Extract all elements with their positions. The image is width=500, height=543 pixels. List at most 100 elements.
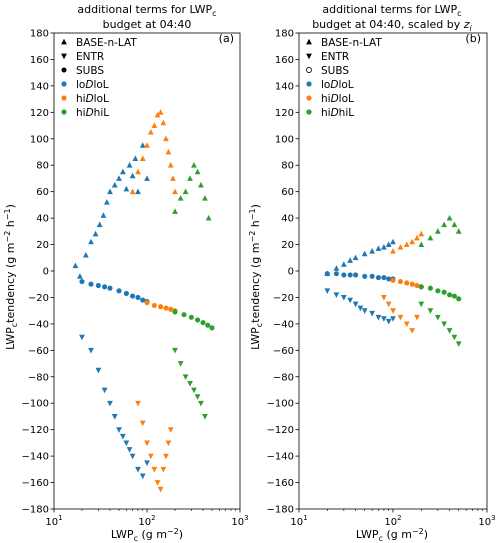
legend-label: BASE-n-LAT xyxy=(321,37,382,49)
y-tick-label: −180 xyxy=(22,505,49,516)
data-point xyxy=(151,466,158,473)
panel-label: (a) xyxy=(219,32,234,45)
data-point xyxy=(390,308,396,314)
data-point xyxy=(163,305,169,311)
data-point xyxy=(92,230,99,237)
y-tick-label: 180 xyxy=(30,29,49,40)
data-point xyxy=(168,306,174,312)
data-point xyxy=(455,228,462,234)
data-point xyxy=(135,294,141,301)
data-point xyxy=(362,273,368,279)
data-point xyxy=(188,314,194,320)
data-point xyxy=(414,314,420,321)
data-points xyxy=(72,109,215,493)
y-tick-label: 40 xyxy=(281,214,294,225)
data-point xyxy=(102,284,108,290)
data-point xyxy=(123,290,129,297)
data-point xyxy=(361,308,368,314)
legend-label: hiDloL xyxy=(321,93,354,105)
legend-marker xyxy=(61,81,67,87)
data-point xyxy=(441,289,447,295)
data-point xyxy=(397,279,404,285)
legend-marker xyxy=(306,95,312,101)
data-point xyxy=(347,297,354,304)
data-point xyxy=(82,251,89,258)
legend: BASE-n-LAT ENTR SUBS loDloL hiDloL hiDhiL xyxy=(306,37,382,119)
data-point xyxy=(165,440,172,447)
data-point xyxy=(369,310,376,317)
data-point xyxy=(119,168,126,175)
data-point xyxy=(390,277,396,283)
data-point xyxy=(403,321,410,328)
data-point xyxy=(441,321,448,328)
y-tick-label: −60 xyxy=(273,346,294,357)
data-point xyxy=(414,234,420,241)
y-tick-label: 80 xyxy=(36,161,49,172)
y-tick-label: −20 xyxy=(28,293,49,304)
data-point xyxy=(100,212,107,218)
data-point xyxy=(177,195,184,201)
y-tick-label: −180 xyxy=(267,505,294,516)
data-point xyxy=(172,208,178,214)
legend-label: hiDhiL xyxy=(321,107,354,119)
data-point xyxy=(88,347,94,354)
data-point xyxy=(434,314,441,321)
data-point xyxy=(324,271,330,277)
data-point xyxy=(144,460,150,466)
data-point xyxy=(160,119,167,126)
data-point xyxy=(451,293,457,299)
data-point xyxy=(187,175,193,181)
data-point xyxy=(397,244,404,250)
data-point xyxy=(340,261,347,267)
data-point xyxy=(139,142,146,148)
data-point xyxy=(151,302,157,308)
data-point xyxy=(182,374,189,380)
x-tick-label: 102 xyxy=(138,514,155,528)
data-point xyxy=(170,175,176,181)
data-point xyxy=(194,168,201,175)
data-point xyxy=(409,328,416,334)
title-line-2: budget at 04:40, scaled by zi xyxy=(312,18,472,33)
legend-marker xyxy=(306,81,312,87)
y-tick-label: 160 xyxy=(30,55,49,66)
data-point xyxy=(140,297,146,303)
y-tick-label: −140 xyxy=(267,452,294,463)
data-point xyxy=(333,265,340,271)
data-point xyxy=(167,427,174,433)
data-point xyxy=(177,361,184,367)
legend-marker xyxy=(306,53,312,60)
data-point xyxy=(347,272,353,278)
y-tick-label: 100 xyxy=(30,134,49,145)
legend-marker xyxy=(306,109,312,115)
data-point xyxy=(116,175,122,181)
data-point xyxy=(116,427,122,433)
data-point xyxy=(139,155,146,162)
data-point xyxy=(381,295,387,301)
data-point xyxy=(341,272,347,278)
y-tick-label: −120 xyxy=(267,425,294,436)
y-tick-label: −80 xyxy=(28,372,49,383)
legend-marker xyxy=(61,67,67,73)
panel-label: (b) xyxy=(465,32,481,45)
data-point xyxy=(135,400,141,407)
data-point xyxy=(427,234,434,241)
data-point xyxy=(375,275,381,281)
x-axis-label: LWPc (g m−2) xyxy=(356,527,428,543)
title-line-1: additional terms for LWPc xyxy=(77,3,216,18)
data-point xyxy=(129,172,136,179)
data-point xyxy=(95,367,102,374)
data-point xyxy=(390,316,396,322)
data-point xyxy=(172,309,178,315)
data-point xyxy=(390,238,396,245)
data-point xyxy=(191,162,197,168)
data-point xyxy=(369,273,375,279)
panel-b: additional terms for LWPc budget at 04:4… xyxy=(248,3,496,543)
y-tick-label: 120 xyxy=(275,108,294,119)
data-point xyxy=(385,241,392,247)
y-tick-label: 100 xyxy=(275,134,294,145)
data-point xyxy=(404,280,410,286)
data-point xyxy=(154,111,161,118)
y-tick-label: 40 xyxy=(36,214,49,225)
data-point xyxy=(418,241,425,247)
y-axis-label: LWPctendency (g m−2 h−1) xyxy=(248,204,264,350)
